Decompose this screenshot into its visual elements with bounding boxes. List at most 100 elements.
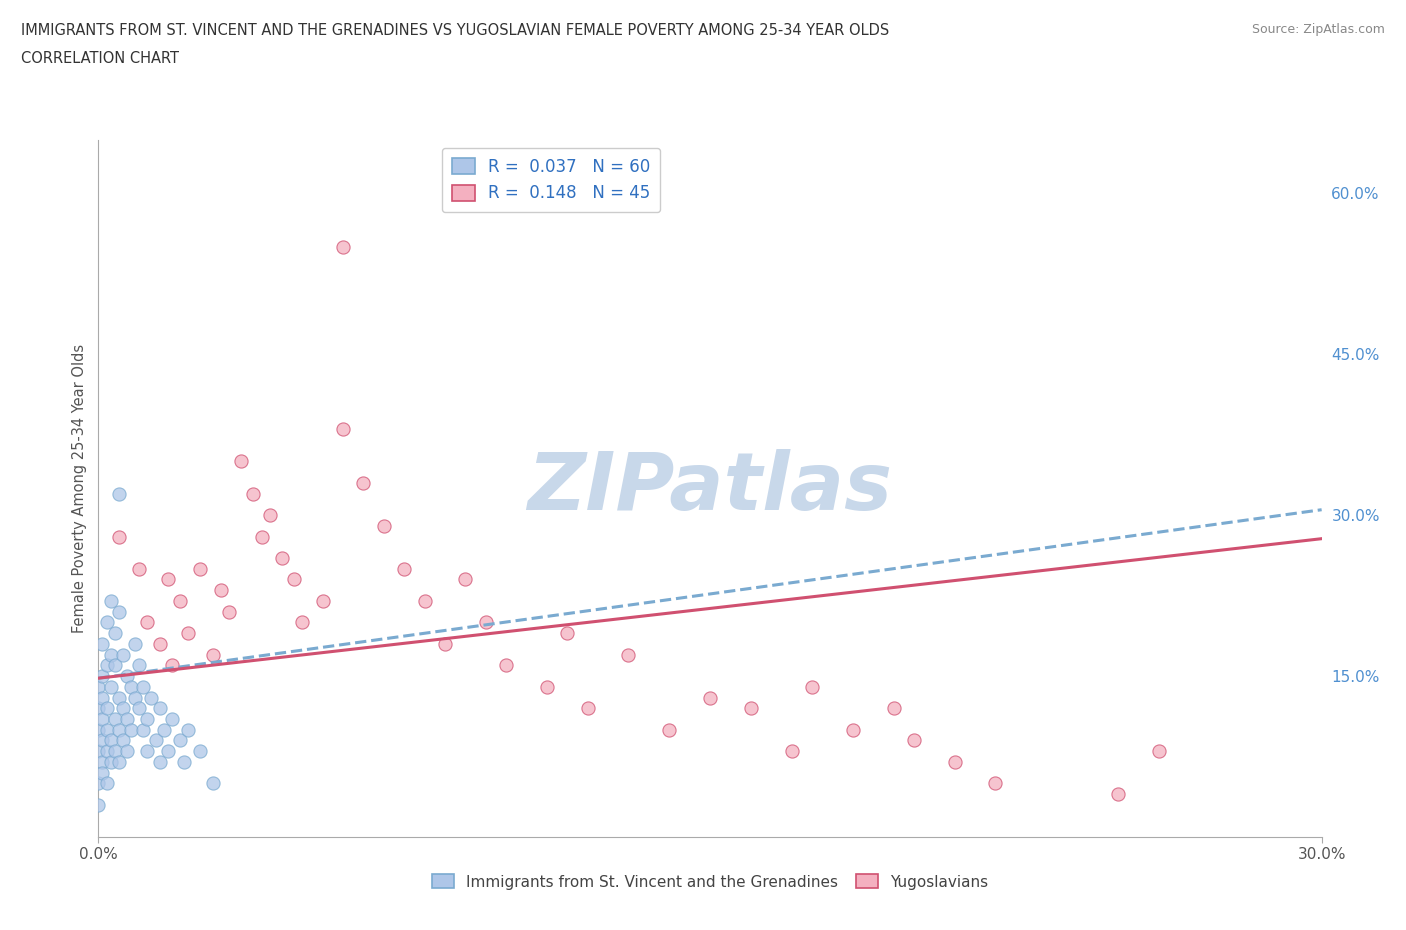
Point — [943, 754, 966, 769]
Point — [124, 636, 146, 651]
Point — [283, 572, 305, 587]
Point — [231, 454, 253, 469]
Point — [145, 733, 167, 748]
Point — [100, 647, 122, 662]
Point — [108, 723, 131, 737]
Point — [557, 626, 579, 641]
Point — [883, 701, 905, 716]
Point — [617, 647, 640, 662]
Point — [173, 754, 195, 769]
Point — [96, 701, 118, 716]
Point — [218, 604, 240, 619]
Point — [413, 593, 436, 608]
Point — [136, 744, 159, 759]
Point — [87, 723, 110, 737]
Text: ZIPatlas: ZIPatlas — [527, 449, 893, 527]
Point — [96, 776, 118, 790]
Point — [87, 797, 110, 812]
Point — [104, 658, 127, 672]
Point — [115, 711, 138, 726]
Point — [740, 701, 762, 716]
Point — [108, 604, 131, 619]
Text: IMMIGRANTS FROM ST. VINCENT AND THE GRENADINES VS YUGOSLAVIAN FEMALE POVERTY AMO: IMMIGRANTS FROM ST. VINCENT AND THE GREN… — [21, 23, 890, 38]
Point — [495, 658, 517, 672]
Point — [124, 690, 146, 705]
Point — [177, 723, 200, 737]
Point — [108, 690, 131, 705]
Point — [149, 636, 172, 651]
Point — [352, 475, 374, 490]
Point — [87, 776, 110, 790]
Point — [160, 658, 183, 672]
Point — [152, 723, 174, 737]
Point — [156, 572, 179, 587]
Point — [115, 669, 138, 684]
Point — [104, 744, 127, 759]
Legend: Immigrants from St. Vincent and the Grenadines, Yugoslavians: Immigrants from St. Vincent and the Gren… — [426, 869, 994, 896]
Point — [91, 636, 114, 651]
Point — [128, 658, 150, 672]
Point — [201, 647, 224, 662]
Point — [87, 701, 110, 716]
Point — [132, 723, 155, 737]
Point — [141, 690, 163, 705]
Point — [87, 679, 110, 694]
Text: CORRELATION CHART: CORRELATION CHART — [21, 51, 179, 66]
Point — [104, 711, 127, 726]
Point — [91, 669, 114, 684]
Point — [259, 508, 281, 523]
Point — [536, 679, 558, 694]
Point — [291, 615, 314, 630]
Point — [91, 733, 114, 748]
Point — [658, 723, 681, 737]
Point — [984, 776, 1007, 790]
Point — [87, 744, 110, 759]
Point — [156, 744, 179, 759]
Point — [160, 711, 183, 726]
Point — [392, 562, 416, 577]
Point — [454, 572, 477, 587]
Y-axis label: Female Poverty Among 25-34 Year Olds: Female Poverty Among 25-34 Year Olds — [72, 344, 87, 632]
Point — [373, 518, 395, 533]
Point — [250, 529, 273, 544]
Point — [120, 679, 142, 694]
Point — [120, 723, 142, 737]
Point — [100, 733, 122, 748]
Point — [1107, 787, 1129, 802]
Point — [111, 733, 134, 748]
Point — [576, 701, 599, 716]
Point — [91, 711, 114, 726]
Point — [128, 562, 150, 577]
Point — [128, 701, 150, 716]
Point — [177, 626, 200, 641]
Point — [149, 701, 172, 716]
Point — [91, 690, 114, 705]
Point — [96, 744, 118, 759]
Point — [96, 658, 118, 672]
Point — [115, 744, 138, 759]
Point — [474, 615, 498, 630]
Point — [91, 754, 114, 769]
Point — [111, 701, 134, 716]
Point — [108, 486, 131, 501]
Point — [903, 733, 925, 748]
Point — [434, 636, 457, 651]
Point — [169, 733, 191, 748]
Point — [312, 593, 335, 608]
Point — [201, 776, 224, 790]
Point — [96, 723, 118, 737]
Point — [841, 723, 863, 737]
Point — [188, 744, 212, 759]
Point — [111, 647, 134, 662]
Point — [188, 562, 212, 577]
Point — [149, 754, 172, 769]
Point — [91, 765, 114, 780]
Point — [96, 615, 118, 630]
Point — [332, 422, 354, 437]
Point — [100, 754, 122, 769]
Point — [136, 711, 159, 726]
Point — [801, 679, 824, 694]
Point — [169, 593, 191, 608]
Point — [780, 744, 803, 759]
Point — [270, 551, 294, 565]
